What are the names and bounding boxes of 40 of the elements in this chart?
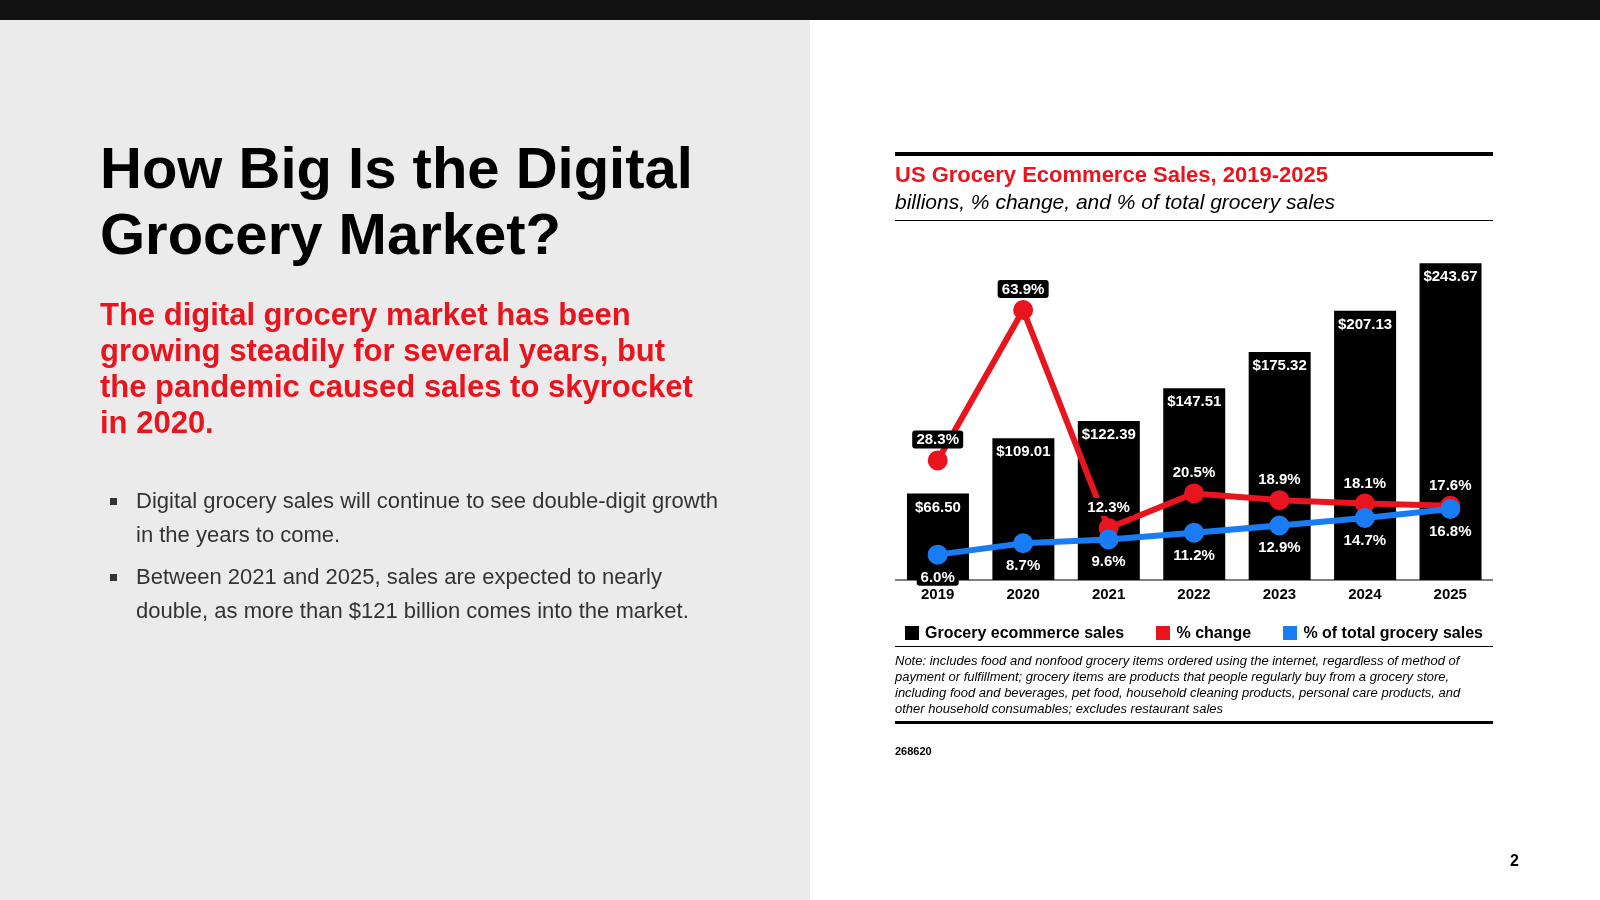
data-label: 14.7% bbox=[1343, 530, 1387, 548]
text: 268620 bbox=[895, 745, 932, 757]
x-tick-label: 2023 bbox=[1262, 584, 1297, 602]
text: The digital grocery market has been growing steadily for several years, but the pandemic caused sales to skyrocket in 2020. bbox=[100, 297, 694, 441]
data-label: 28.3% bbox=[916, 430, 959, 448]
chart-title: US Grocery Ecommerce Sales, 2019-2025 bbox=[895, 162, 1329, 188]
data-label: 12.9% bbox=[1258, 538, 1301, 556]
chart-subtitle: billions, % change, and % of total grocery sales bbox=[895, 190, 1493, 221]
data-label: 20.5% bbox=[1172, 463, 1216, 481]
data-label: 12.3% bbox=[1087, 498, 1130, 516]
x-tick-label: 2021 bbox=[1091, 584, 1126, 602]
data-label: 8.7% bbox=[1006, 556, 1041, 574]
x-tick-label: 2025 bbox=[1433, 584, 1467, 602]
data-label: 18.1% bbox=[1343, 473, 1387, 491]
legend-label: % of total grocery sales bbox=[1303, 624, 1483, 642]
data-label: 9.6% bbox=[1091, 552, 1126, 570]
legend-label: Grocery ecommerce sales bbox=[925, 624, 1125, 642]
data-label: $109.01 bbox=[996, 442, 1051, 460]
x-tick-label: 2024 bbox=[1348, 584, 1383, 602]
text: Note: includes food and nonfood grocery items ordered using the internet, regardless of method of payment or fulfillment; grocery items are products that people regularly buy from a grocery store, including food and beverages, pet food, household cleaning products, personal care products, and other household consumables; excludes restaurant sales bbox=[895, 646, 1493, 724]
data-label: 17.6% bbox=[1429, 475, 1472, 493]
data-label: $147.51 bbox=[1167, 392, 1222, 410]
text: How Big Is the Digital Grocery Market? bbox=[100, 135, 694, 267]
text: Between 2021 and 2025, sales are expected to nearly double, as more than $121 billion comes into the market. bbox=[135, 563, 690, 625]
data-label: 16.8% bbox=[1429, 522, 1472, 540]
text: 2 bbox=[1510, 852, 1519, 870]
data-label: $175.32 bbox=[1252, 356, 1307, 374]
text: Digital grocery sales will continue to see double-digit growth in the years to come. bbox=[135, 487, 720, 549]
legend-label: % change bbox=[1176, 624, 1252, 642]
x-tick-label: 2020 bbox=[1006, 584, 1040, 602]
data-label: $243.67 bbox=[1423, 267, 1478, 285]
data-label: 6.0% bbox=[920, 567, 955, 585]
data-label: $122.39 bbox=[1081, 424, 1136, 442]
data-label: 63.9% bbox=[1001, 280, 1045, 298]
data-label: 18.9% bbox=[1258, 470, 1301, 488]
data-label: 11.2% bbox=[1173, 545, 1215, 563]
x-tick-label: 2022 bbox=[1177, 584, 1211, 602]
data-label: $66.50 bbox=[915, 497, 961, 515]
x-tick-label: 2019 bbox=[921, 584, 955, 602]
data-label: $207.13 bbox=[1337, 314, 1393, 332]
